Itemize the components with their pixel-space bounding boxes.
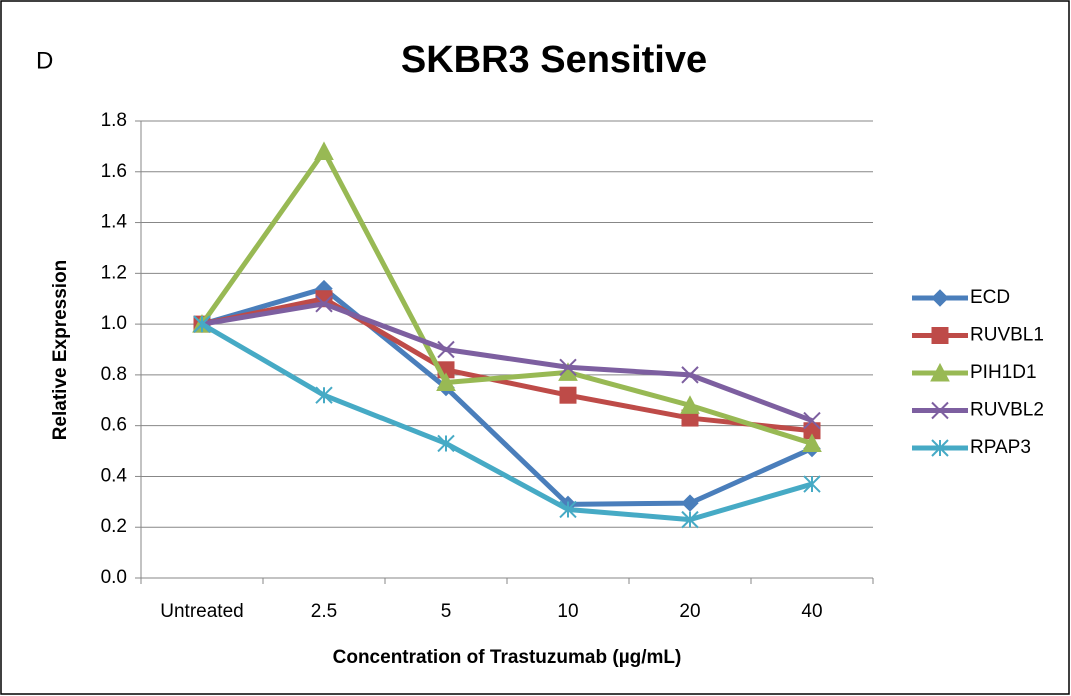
legend-marker: [930, 362, 950, 382]
data-point: [681, 366, 699, 384]
data-point: [315, 295, 333, 313]
legend-marker: [931, 439, 949, 457]
data-point: [559, 500, 577, 519]
data-point: [681, 510, 699, 529]
data-point: [803, 411, 821, 430]
x-axis-label: Concentration of Trastuzumab (µg/mL): [333, 647, 682, 668]
y-tick-label: 1.2: [101, 262, 127, 283]
data-point: [193, 315, 211, 333]
data-point: [314, 141, 334, 160]
legend-marker: [931, 327, 949, 344]
y-axis-label: Relative Expression: [50, 260, 71, 441]
y-tick-label: 1.8: [101, 110, 127, 131]
legend-marker: [931, 289, 949, 307]
legend-label: ECD: [970, 287, 1010, 308]
series-line: [200, 321, 813, 523]
y-tick-label: 1.4: [101, 212, 128, 233]
data-point: [680, 395, 700, 414]
legend-marker: [931, 401, 949, 420]
data-point: [559, 386, 577, 404]
x-tick-label: Untreated: [160, 601, 243, 622]
data-point: [803, 475, 821, 493]
chart-title: SKBR3 Sensitive: [401, 39, 707, 81]
series-line: [199, 148, 813, 446]
legend-label: PIH1D1: [970, 362, 1037, 383]
legend-label: RPAP3: [970, 437, 1031, 458]
y-tick-label: 0.6: [101, 415, 127, 436]
series-line: [201, 301, 813, 423]
y-tick-label: 0.2: [101, 516, 127, 537]
y-tick-label: 0.8: [101, 364, 127, 385]
data-point: [436, 372, 456, 392]
data-point: [437, 340, 455, 359]
x-tick-label: 40: [801, 601, 822, 622]
data-point: [315, 386, 333, 404]
data-point: [681, 494, 699, 512]
legend-label: RUVBL1: [970, 325, 1044, 346]
y-tick-label: 1.6: [101, 161, 127, 182]
x-tick-label: 20: [679, 601, 700, 622]
data-point: [437, 434, 455, 453]
panel-label: D: [36, 47, 53, 74]
data-point: [559, 358, 577, 376]
x-tick-label: 5: [441, 601, 452, 622]
series-line: [201, 286, 814, 507]
y-tick-label: 1.0: [101, 313, 127, 334]
data-point: [802, 433, 822, 452]
x-tick-label: 2.5: [311, 601, 337, 622]
x-tick-label: 10: [557, 601, 578, 622]
y-tick-label: 0.4: [101, 465, 128, 486]
legend-label: RUVBL2: [970, 400, 1044, 421]
series-line: [201, 296, 813, 434]
y-tick-label: 0.0: [101, 567, 127, 588]
